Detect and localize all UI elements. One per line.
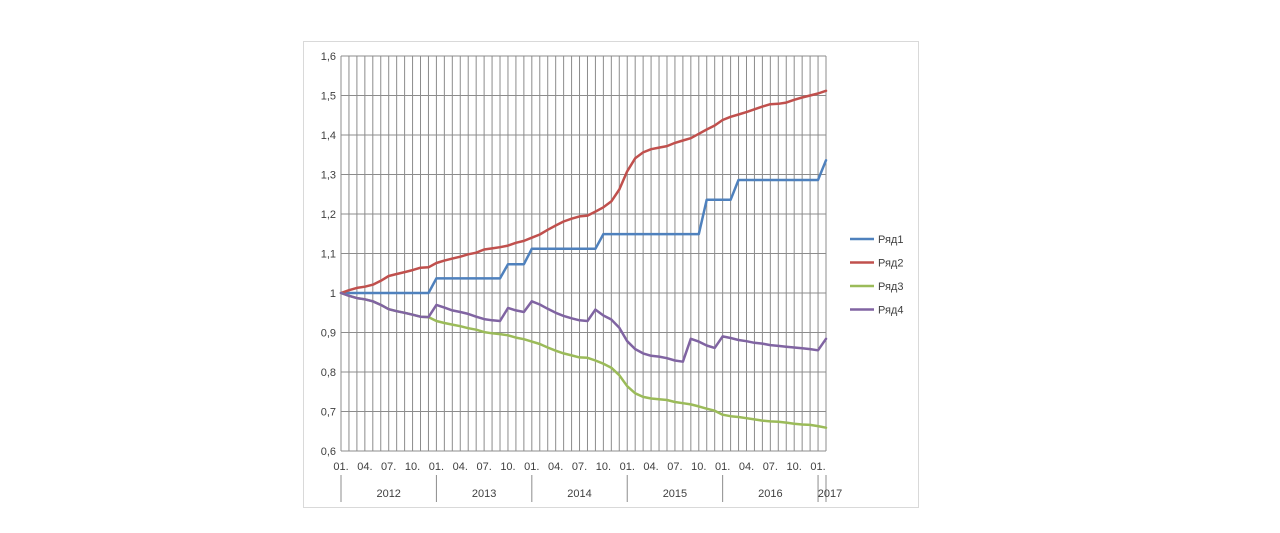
x-month-label: 04. — [643, 461, 658, 473]
x-month-label: 04. — [548, 461, 563, 473]
legend-entry-label: Ряд3 — [878, 281, 903, 293]
x-month-label: 01. — [524, 461, 539, 473]
x-month-label: 07. — [763, 461, 778, 473]
x-month-label: 07. — [667, 461, 682, 473]
x-year-label: 2016 — [758, 488, 782, 500]
x-month-label: 01. — [429, 461, 444, 473]
x-month-label: 10. — [405, 461, 420, 473]
y-tick-label: 1,5 — [321, 91, 336, 103]
y-tick-label: 0,9 — [321, 328, 336, 340]
y-tick-label: 1 — [330, 288, 336, 300]
x-month-label: 07. — [381, 461, 396, 473]
x-month-label: 07. — [476, 461, 491, 473]
series-line — [339, 89, 828, 295]
x-month-label: 01. — [333, 461, 348, 473]
line-chart: 0,6 0,7 0,8 0,9 1 1,1 1,2 1,3 1,4 1,5 1,6 01. 04. 07.… — [321, 51, 903, 502]
legend-entry-label: Ряд2 — [878, 258, 903, 270]
y-tick-label: 1,1 — [321, 249, 336, 261]
y-tick-label: 0,7 — [321, 407, 336, 419]
x-year-label: 2017 — [818, 488, 842, 500]
y-tick-label: 1,2 — [321, 209, 336, 221]
x-month-label: 04. — [453, 461, 468, 473]
y-tick-label: 1,4 — [321, 130, 336, 142]
x-month-label: 10. — [691, 461, 706, 473]
x-month-label: 01. — [810, 461, 825, 473]
series-lines — [339, 89, 828, 429]
x-year-label: 2014 — [567, 488, 591, 500]
y-tick-label: 1,6 — [321, 51, 336, 63]
x-month-label: 01. — [620, 461, 635, 473]
chart-frame: 0,6 0,7 0,8 0,9 1 1,1 1,2 1,3 1,4 1,5 1,6 01. 04. 07.… — [303, 41, 919, 508]
x-year-label: 2013 — [472, 488, 496, 500]
series-line — [339, 159, 828, 295]
x-month-label: 10. — [787, 461, 802, 473]
gridlines — [340, 55, 827, 452]
legend-entry-label: Ряд4 — [878, 305, 903, 317]
x-month-label: 01. — [715, 461, 730, 473]
x-year-label: 2012 — [376, 488, 400, 500]
legend: Ряд1 Ряд2 Ряд3 Ряд4 — [850, 234, 903, 317]
series-line — [339, 291, 828, 429]
y-tick-label: 0,8 — [321, 367, 336, 379]
x-month-label: 10. — [500, 461, 515, 473]
x-year-label: 2015 — [663, 488, 687, 500]
x-month-label: 04. — [739, 461, 754, 473]
y-tick-label: 1,3 — [321, 170, 336, 182]
axes: 0,6 0,7 0,8 0,9 1 1,1 1,2 1,3 1,4 1,5 1,6 01. 04. 07.… — [321, 51, 842, 502]
y-tick-label: 0,6 — [321, 446, 336, 458]
x-month-label: 10. — [596, 461, 611, 473]
legend-entry-label: Ряд1 — [878, 234, 903, 246]
x-month-label: 07. — [572, 461, 587, 473]
series-line — [339, 291, 828, 363]
x-month-label: 04. — [357, 461, 372, 473]
